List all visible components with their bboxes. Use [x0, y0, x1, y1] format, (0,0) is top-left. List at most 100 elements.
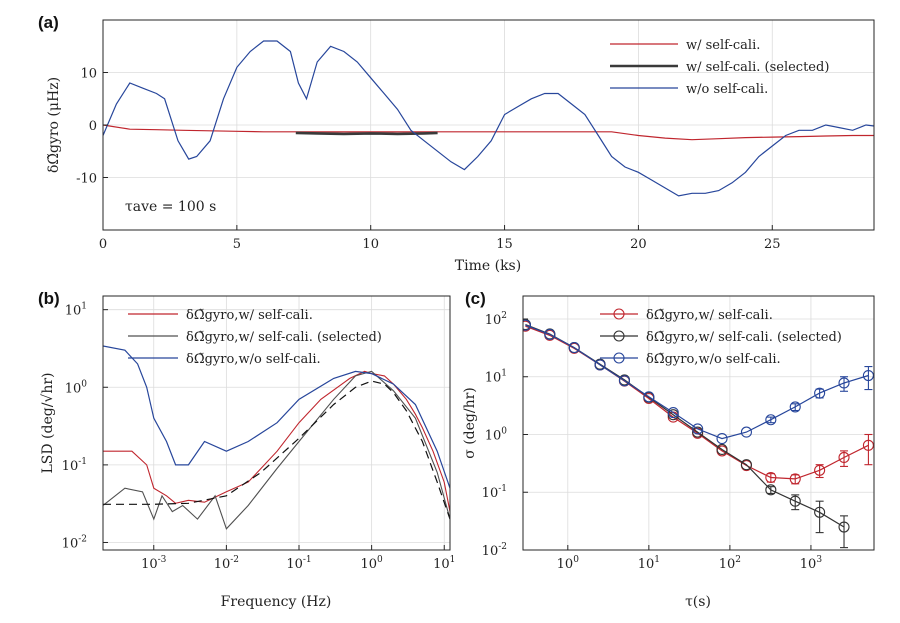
c-ytick-label: 100 [485, 426, 508, 443]
c-ytick-label: 101 [485, 369, 507, 386]
panel-a-series-lines [103, 40, 874, 197]
c-point [716, 443, 728, 456]
c-xtick-label: 101 [638, 555, 660, 572]
a-xtick-label: 25 [764, 237, 781, 252]
c-point [765, 471, 777, 484]
panel-a-ylabel: δΩ̃gyro (μHz) [46, 77, 62, 173]
c-xtick-exponent: 3 [816, 555, 822, 565]
panel-c-xlabel: τ(s) [685, 594, 711, 610]
c-xtick-exponent: 0 [573, 555, 579, 565]
b-series-line-2 [103, 345, 450, 489]
c-ytick-exponent: 2 [501, 311, 507, 321]
b-xtick-label: 10-2 [214, 555, 239, 572]
c-point [692, 423, 704, 435]
c-point [765, 484, 777, 496]
a-legend-entry: w/ self-cali. [686, 38, 760, 53]
c-xtick-label: 100 [557, 555, 580, 572]
b-legend-entry: δΩ̃gyro,w/ self-cali. [186, 308, 313, 323]
a-ytick-label: -10 [76, 172, 97, 187]
a-series-line-0 [103, 124, 874, 141]
c-point [594, 359, 606, 371]
b-xtick-exponent: 0 [377, 555, 383, 565]
c-point [618, 375, 631, 387]
a-xtick-label: 5 [233, 237, 241, 252]
b-legend-entry: δΩ̃gyro,w/ self-cali. (selected) [186, 330, 382, 345]
b-xtick-exponent: 1 [450, 555, 456, 565]
panel-a-xlabel: Time (ks) [455, 258, 521, 274]
b-ytick-label: 100 [65, 379, 88, 396]
b-xtick-label: 101 [433, 555, 455, 572]
c-xtick-label: 103 [800, 555, 823, 572]
b-xtick-label: 100 [360, 555, 383, 572]
c-point [814, 387, 826, 399]
a-series-line-2 [103, 40, 874, 197]
b-ytick-label: 10-1 [62, 457, 87, 474]
a-ytick-label: 0 [89, 119, 97, 134]
panel-c-series-lines [523, 319, 874, 549]
c-point [765, 414, 777, 426]
panel-c-label: (c) [465, 289, 486, 308]
a-ytick-label: 10 [80, 67, 97, 82]
panel-b-grid [103, 296, 450, 550]
c-ytick-label: 10-1 [482, 484, 507, 501]
c-point [716, 433, 728, 445]
a-legend-entry: w/ self-cali. (selected) [686, 60, 829, 75]
c-ytick-exponent: 0 [501, 426, 507, 436]
b-xtick-exponent: -3 [158, 555, 167, 565]
c-legend-marker [613, 308, 625, 320]
b-ytick-exponent: -2 [78, 534, 87, 544]
panel-b-legend: δΩ̃gyro,w/ self-cali. δΩ̃gyro,w/ self-cal… [128, 308, 382, 367]
panel-a-label: (a) [38, 13, 59, 32]
a-xtick-label: 10 [362, 237, 379, 252]
c-xtick-exponent: 1 [654, 555, 660, 565]
c-point [789, 401, 801, 413]
b-legend-entry: δΩ̃gyro,w/o self-cali. [186, 352, 321, 367]
panel-b-xlabel: Frequency (Hz) [221, 594, 332, 610]
c-point [568, 342, 580, 354]
b-ytick-exponent: 1 [81, 302, 87, 312]
c-point [814, 506, 826, 518]
a-xtick-label: 20 [630, 237, 647, 252]
panel-a-grid [102, 20, 874, 230]
panel-a-legend: w/ self-cali. w/ self-cali. (selected) w/o… [610, 38, 829, 97]
b-xtick-exponent: -2 [230, 555, 239, 565]
c-legend-entry: δΩ̃gyro,w/ self-cali. [646, 308, 773, 323]
c-point [544, 328, 556, 340]
c-point [643, 391, 655, 403]
c-point [523, 319, 531, 331]
panel-a-annotation: τave = 100 s [125, 199, 216, 215]
a-series-line-1 [295, 131, 438, 136]
c-legend-entry: δΩ̃gyro,w/o self-cali. [646, 352, 781, 367]
c-ytick-exponent: 1 [501, 369, 507, 379]
c-ytick-exponent: -2 [498, 542, 507, 552]
c-point [740, 459, 752, 471]
c-xtick-label: 102 [719, 555, 741, 572]
c-point [838, 521, 850, 533]
panel-c-ylabel: σ (deg/hr) [462, 387, 478, 459]
c-point [789, 495, 801, 507]
panel-b-ylabel: LSD (deg/√hr) [40, 372, 56, 473]
panel-a-ticks: 0 5 10 15 20 25 -10 0 10 [76, 67, 780, 253]
panel-c-frame [522, 295, 875, 551]
c-point [862, 439, 874, 451]
b-series-line-0 [103, 370, 450, 512]
c-point [838, 377, 850, 389]
b-ytick-exponent: 0 [81, 379, 87, 389]
panel-b-label: (b) [38, 289, 60, 308]
c-ytick-label: 10-2 [482, 542, 507, 559]
a-xtick-label: 0 [99, 237, 107, 252]
c-point [838, 451, 850, 464]
b-xtick-label: 10-3 [141, 555, 167, 572]
c-point [692, 426, 704, 438]
c-ytick-exponent: -1 [498, 484, 507, 494]
c-xtick-exponent: 2 [735, 555, 741, 565]
b-ytick-exponent: -1 [78, 457, 87, 467]
panel-a: (a) 0 5 10 15 20 25 -10 0 10 Time (ks) δΩ̃gyro (… [38, 13, 875, 274]
c-legend-marker [613, 330, 625, 342]
b-xtick-exponent: -1 [303, 555, 312, 565]
c-ytick-label: 102 [485, 311, 507, 328]
c-point [789, 473, 801, 485]
